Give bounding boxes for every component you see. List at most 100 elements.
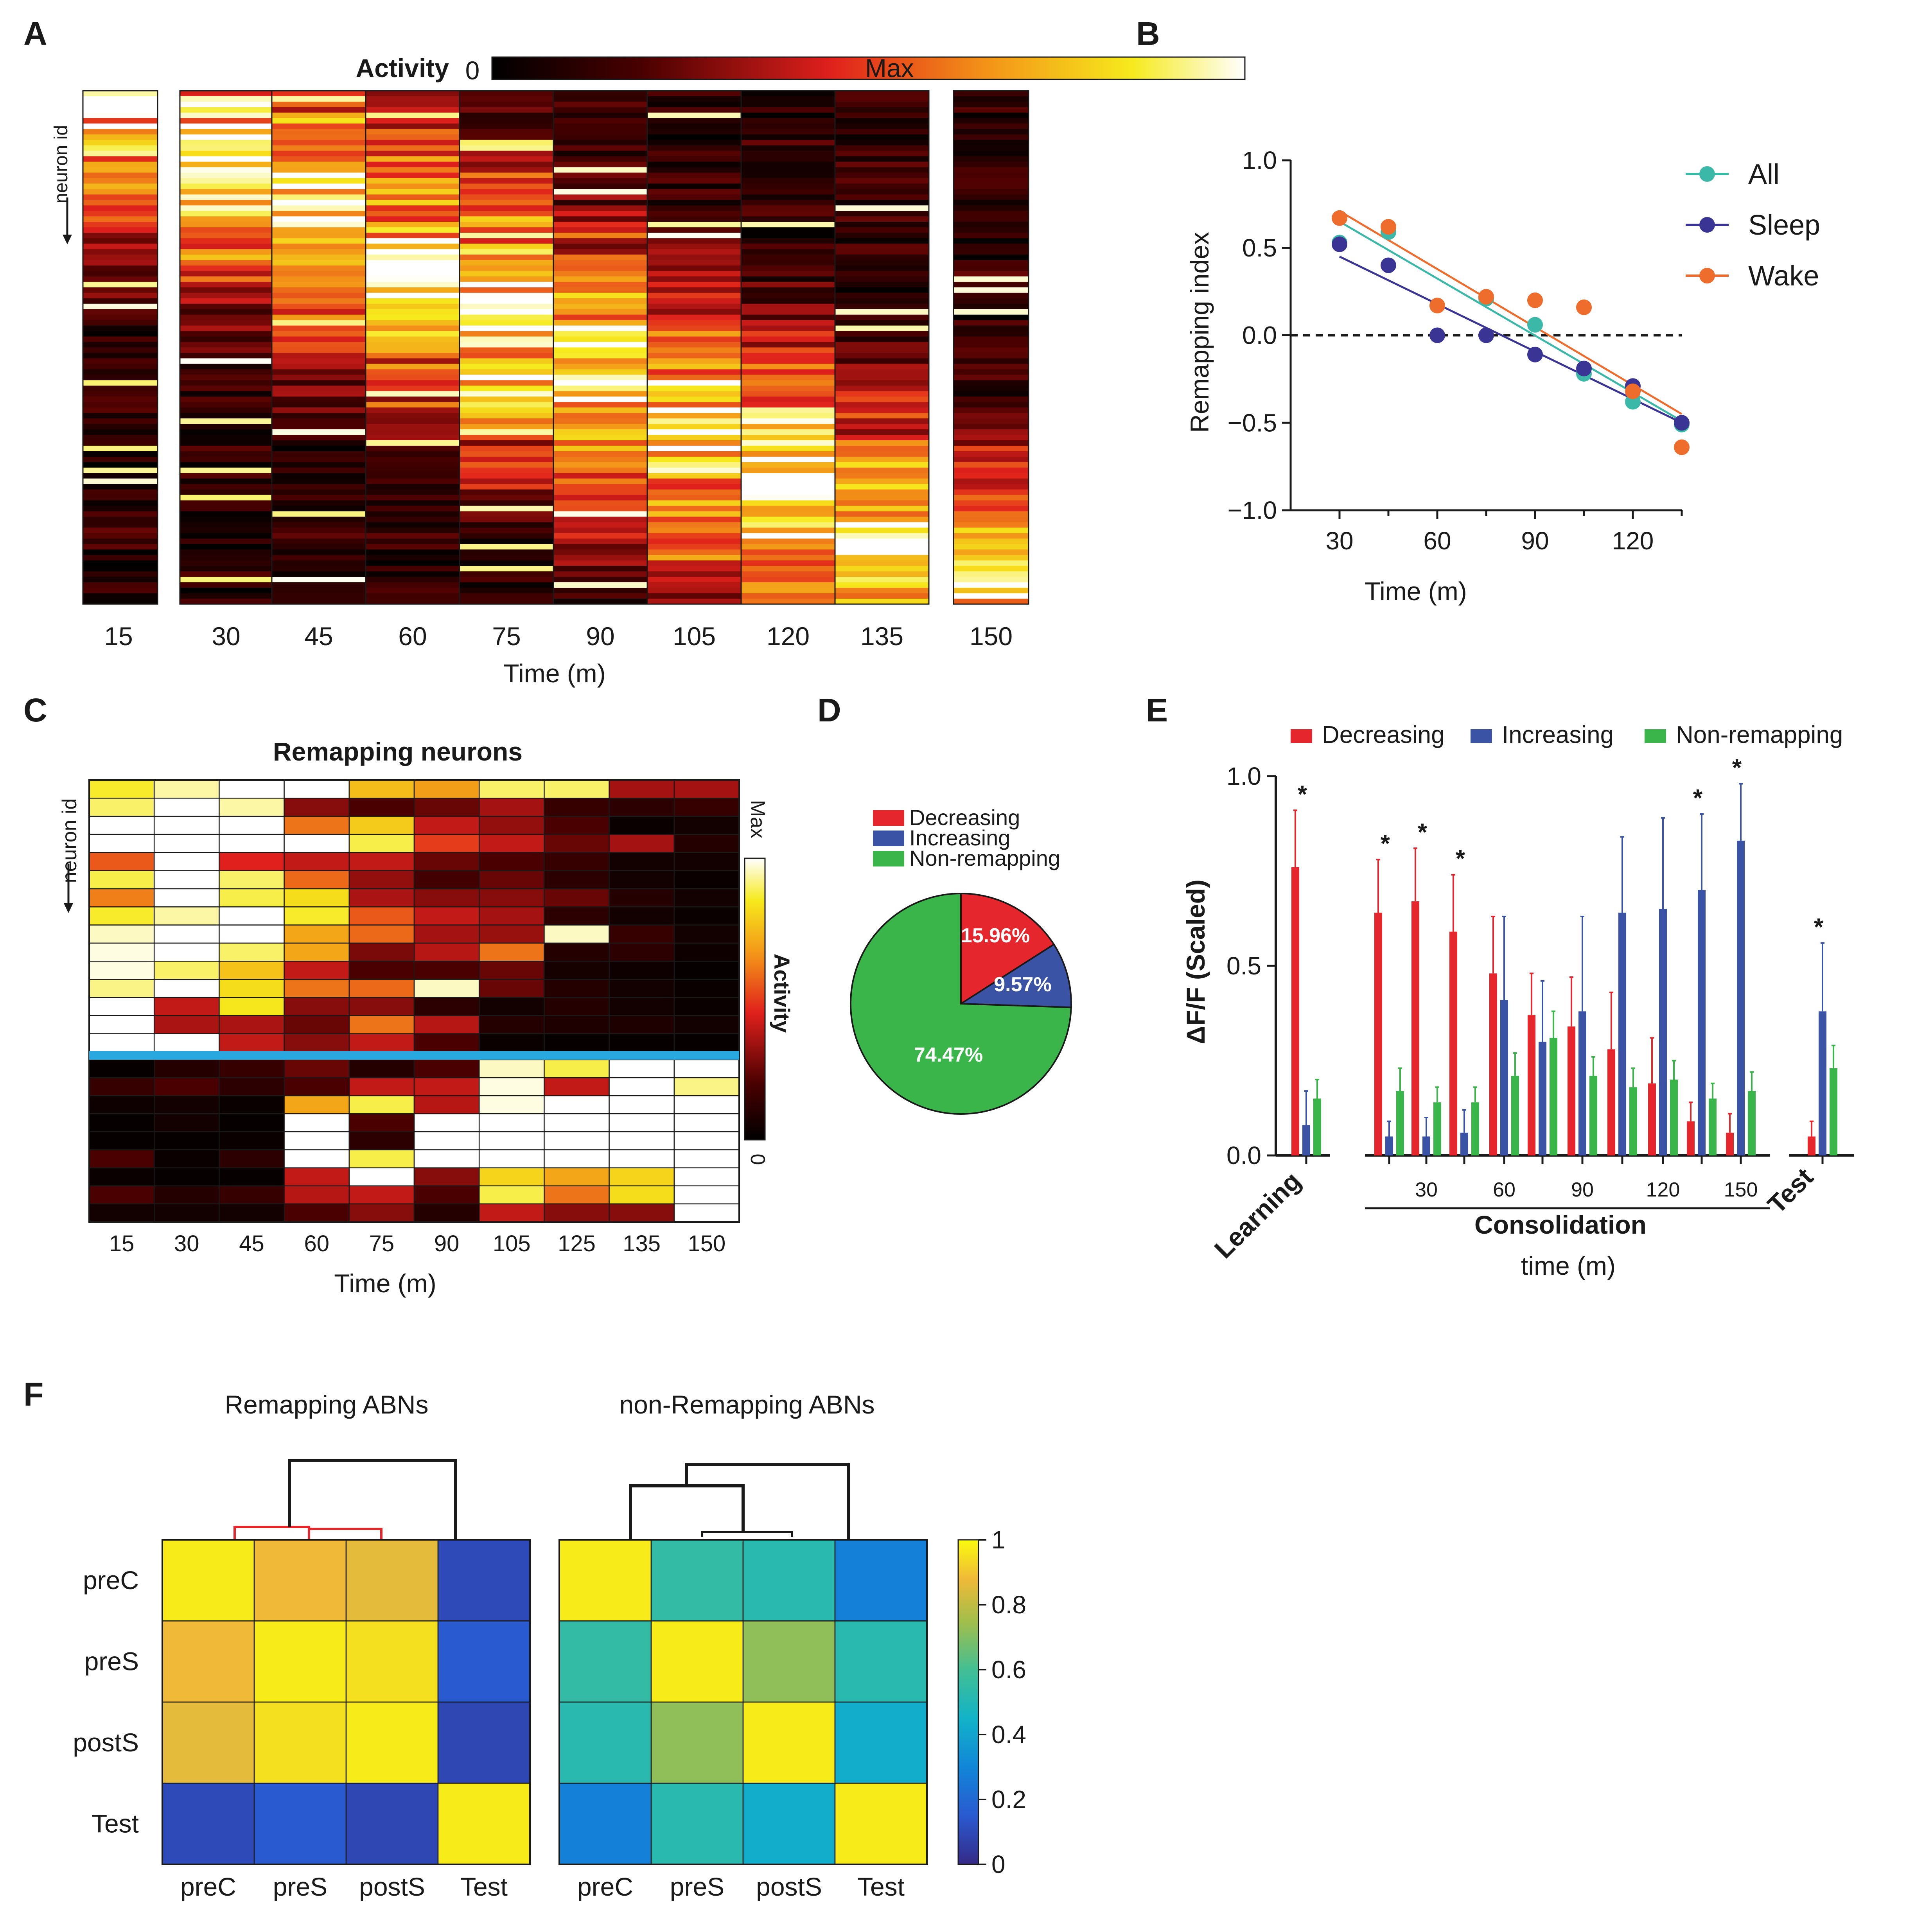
panel-f-colorbar: [957, 1539, 979, 1865]
panel-e-bar-non-remapping: [1589, 1076, 1597, 1155]
panel-a-cell: [954, 347, 1029, 353]
panel-c-cell: [284, 906, 350, 926]
panel-c-cell: [673, 1113, 740, 1132]
panel-a-cell: [741, 599, 835, 605]
panel-a-cell: [553, 216, 647, 222]
panel-a-cell: [835, 227, 929, 233]
panel-a-xlabel: Time (m): [503, 659, 606, 688]
panel-a-cell: [366, 255, 460, 260]
panel-a-cell: [553, 292, 647, 299]
panel-a-cell: [647, 145, 741, 151]
panel-e-legend-swatch: [1471, 729, 1492, 743]
panel-a-cell: [741, 145, 835, 151]
panel-a-cell: [954, 342, 1029, 348]
panel-a-cell: [835, 593, 929, 599]
panel-c-cell: [609, 1203, 675, 1223]
panel-a-cell: [180, 303, 272, 310]
panel-c-cell: [348, 779, 415, 799]
panel-b-point-wake: [1576, 299, 1592, 315]
panel-a-cell: [180, 582, 272, 588]
panel-a-cell: [553, 96, 647, 102]
panel-a-cell: [954, 298, 1029, 304]
panel-a-cell: [647, 194, 741, 200]
panel-b-point-wake: [1527, 292, 1543, 308]
panel-a-cell: [272, 227, 366, 233]
panel-a-cell: [741, 396, 835, 402]
panel-c-cell: [153, 1167, 220, 1187]
panel-b-xtick-label: 120: [1612, 527, 1654, 555]
panel-a-cell: [460, 194, 553, 200]
panel-a-cell: [954, 227, 1029, 233]
panel-a-cell: [366, 276, 460, 282]
panel-a-cell: [83, 211, 158, 217]
panel-e-bar-non-remapping: [1471, 1102, 1479, 1155]
panel-a-cell: [180, 451, 272, 457]
panel-a-cell: [272, 500, 366, 506]
panel-a-cell: [272, 260, 366, 266]
panel-a-cell: [741, 484, 835, 490]
panel-c-cell: [609, 888, 675, 908]
panel-a-cell: [180, 500, 272, 506]
panel-c-cell: [153, 906, 220, 926]
panel-c-cell: [88, 1033, 155, 1053]
panel-b-point-wake: [1332, 210, 1347, 226]
panel-c-cell: [413, 1185, 480, 1205]
panel-c-cell: [88, 888, 155, 908]
panel-a-cell: [460, 522, 553, 528]
panel-a-cell: [366, 161, 460, 168]
panel-a-cell: [741, 522, 835, 528]
panel-c-cell: [609, 906, 675, 926]
panel-c-cell: [153, 870, 220, 890]
panel-c-cell: [88, 997, 155, 1016]
panel-a-cell: [180, 358, 272, 364]
panel-a-cell: [835, 151, 929, 157]
panel-a-cell: [83, 527, 158, 533]
panel-a-cell: [460, 533, 553, 539]
panel-a-cell: [954, 123, 1029, 129]
panel-a-cell: [835, 238, 929, 244]
panel-a-cell: [180, 396, 272, 402]
panel-a-cell: [954, 440, 1029, 446]
panel-a-cell: [647, 342, 741, 348]
panel-a-cell: [460, 325, 553, 332]
panel-f-cell: [650, 1620, 744, 1703]
panel-a-cell: [553, 375, 647, 380]
panel-e-legend-swatch: [1291, 729, 1312, 743]
panel-a-cell: [272, 249, 366, 255]
panel-a-cell: [366, 260, 460, 266]
panel-b-ytick-label: 0.5: [1242, 234, 1277, 262]
panel-a-cell: [553, 435, 647, 441]
panel-a-cell: [647, 380, 741, 386]
panel-e-legend-increasing: Increasing: [1502, 721, 1614, 748]
panel-a-cell: [272, 418, 366, 424]
panel-a-cell: [553, 566, 647, 572]
panel-a-cell: [553, 134, 647, 140]
panel-a-cell: [180, 571, 272, 577]
panel-a-cell: [954, 588, 1029, 594]
panel-a-cell: [180, 445, 272, 452]
panel-f-cell: [162, 1539, 255, 1622]
panel-a-cell: [83, 200, 158, 206]
panel-f-col-label-pres: preS: [670, 1872, 724, 1901]
panel-f-colorbar-ticks: 0 0.2 0.4 0.6 0.8 1: [979, 1526, 1026, 1878]
panel-c-cell: [413, 834, 480, 853]
panel-a-cell: [366, 522, 460, 528]
panel-a-cell: [647, 167, 741, 173]
panel-a-cell: [553, 467, 647, 474]
panel-a-cell: [460, 396, 553, 402]
panel-d-legend-increasing: Increasing: [909, 825, 1010, 850]
panel-a-cell: [366, 544, 460, 550]
panel-a-cell: [460, 544, 553, 550]
panel-a-cell: [460, 200, 553, 206]
panel-a-cell: [741, 386, 835, 391]
panel-a-cell: [835, 582, 929, 588]
panel-e-bar-decreasing: [1808, 1136, 1815, 1155]
panel-a-cell: [180, 314, 272, 321]
panel-f-cell: [437, 1783, 531, 1865]
panel-c-cell: [673, 816, 740, 835]
panel-a-cell: [647, 549, 741, 555]
panel-a-cell: [835, 424, 929, 430]
panel-a-cell: [83, 435, 158, 441]
panel-c-cell: [153, 816, 220, 835]
